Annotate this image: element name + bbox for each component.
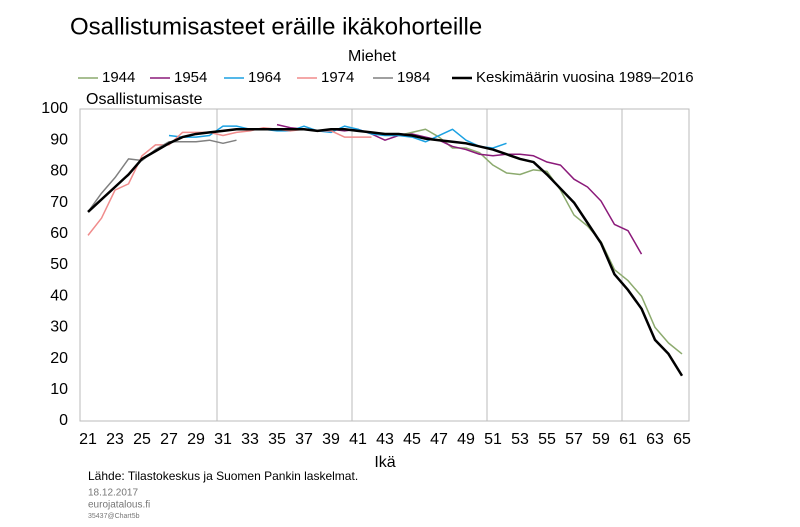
legend-label: 1974 — [321, 69, 354, 86]
x-tick-label: 33 — [241, 431, 259, 448]
y-tick-label: 70 — [50, 194, 68, 211]
series-line — [276, 123, 643, 255]
y-tick-label: 90 — [50, 131, 68, 148]
x-tick-label: 47 — [430, 431, 448, 448]
footer-site: eurojatalous.fi — [88, 500, 150, 511]
x-tick-label: 45 — [403, 431, 421, 448]
footer-date: 18.12.2017 — [88, 488, 138, 499]
x-tick-label: 35 — [268, 431, 286, 448]
series-line — [398, 128, 683, 355]
y-axis-label: Osallistumisaste — [86, 91, 203, 108]
x-tick-label: 49 — [457, 431, 475, 448]
x-tick-label: 39 — [322, 431, 340, 448]
legend-label: 1954 — [174, 69, 207, 86]
x-tick-label: 31 — [214, 431, 232, 448]
x-tick-label: 63 — [646, 431, 664, 448]
x-tick-label: 41 — [349, 431, 367, 448]
y-tick-label: 20 — [50, 350, 68, 367]
y-tick-label: 0 — [59, 412, 68, 429]
x-tick-label: 59 — [592, 431, 610, 448]
series-line — [87, 139, 237, 213]
x-tick-label: 57 — [565, 431, 583, 448]
y-tick-label: 40 — [50, 287, 68, 304]
footer-id: 35437@Chart5b — [88, 513, 140, 520]
x-tick-label: 29 — [187, 431, 205, 448]
x-tick-label: 23 — [106, 431, 124, 448]
y-tick-label: 50 — [50, 256, 68, 273]
y-tick-label: 100 — [41, 100, 68, 117]
x-tick-label: 27 — [160, 431, 178, 448]
chart-title: Osallistumisasteet eräille ikäkohorteill… — [70, 13, 482, 40]
y-tick-label: 30 — [50, 319, 68, 336]
x-tick-label: 21 — [79, 431, 97, 448]
y-tick-label: 60 — [50, 225, 68, 242]
x-tick-label: 37 — [295, 431, 313, 448]
legend-label: 1944 — [102, 69, 135, 86]
legend-label: Keskimäärin vuosina 1989–2016 — [476, 69, 694, 86]
x-tick-label: 55 — [538, 431, 556, 448]
x-tick-label: 51 — [484, 431, 502, 448]
series-line — [87, 128, 684, 377]
x-tick-label: 53 — [511, 431, 529, 448]
series-line — [87, 126, 372, 236]
x-axis-label: Ikä — [374, 454, 395, 471]
legend-label: 1964 — [248, 69, 281, 86]
chart-subtitle: Miehet — [348, 48, 397, 65]
y-tick-label: 80 — [50, 163, 68, 180]
x-tick-label: 25 — [133, 431, 151, 448]
source: Lähde: Tilastokeskus ja Suomen Pankin la… — [88, 469, 358, 483]
x-tick-label: 65 — [673, 431, 691, 448]
legend-label: 1984 — [397, 69, 430, 86]
x-tick-label: 61 — [619, 431, 637, 448]
y-tick-label: 10 — [50, 381, 68, 398]
plot-frame — [79, 108, 690, 422]
x-tick-label: 43 — [376, 431, 394, 448]
